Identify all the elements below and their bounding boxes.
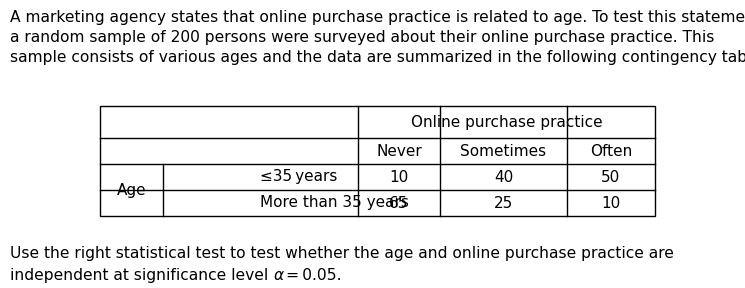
Text: 40: 40 (494, 170, 513, 185)
Text: = 0.05.: = 0.05. (283, 268, 342, 283)
Text: Often: Often (590, 143, 632, 158)
Text: Use the right statistical test to test whether the age and online purchase pract: Use the right statistical test to test w… (10, 246, 674, 261)
Text: 65: 65 (390, 196, 409, 211)
Text: Age: Age (117, 183, 146, 198)
Text: A marketing agency states that online purchase practice is related to age. To te: A marketing agency states that online pu… (10, 10, 745, 65)
Text: Sometimes: Sometimes (460, 143, 547, 158)
Text: ≤35 years: ≤35 years (261, 170, 338, 185)
Text: 50: 50 (601, 170, 621, 185)
Text: 25: 25 (494, 196, 513, 211)
Text: Never: Never (376, 143, 422, 158)
Text: 10: 10 (601, 196, 621, 211)
Bar (100, 106, 655, 216)
Text: Online purchase practice: Online purchase practice (410, 115, 602, 130)
Text: independent at significance level: independent at significance level (10, 268, 273, 283)
Text: 10: 10 (390, 170, 408, 185)
Text: α: α (273, 268, 283, 283)
Text: More than 35 years: More than 35 years (261, 196, 409, 211)
